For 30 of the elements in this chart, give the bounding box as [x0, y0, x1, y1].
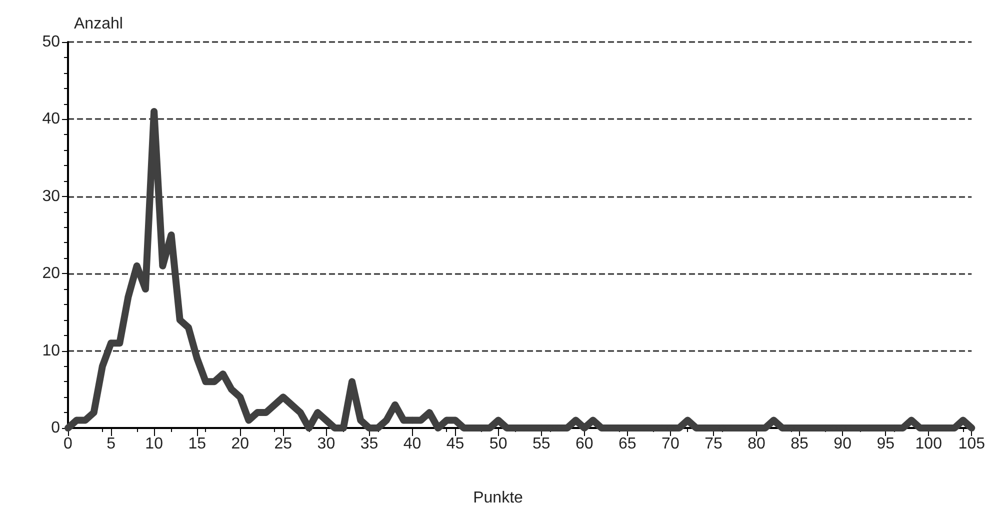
- y-axis-title: Anzahl: [74, 16, 123, 32]
- x-tick-label: 80: [748, 436, 766, 452]
- x-tick-label: 95: [876, 436, 895, 452]
- y-tick-label: 20: [42, 265, 60, 282]
- x-tick-label: 45: [446, 436, 464, 452]
- x-tick-label: 90: [834, 436, 852, 452]
- x-axis-title: Punkte: [473, 490, 524, 506]
- x-tick-label: 85: [790, 436, 809, 452]
- x-tick-label: 65: [618, 436, 636, 452]
- x-tick-label: 50: [489, 436, 508, 452]
- x-tick-label: 25: [274, 436, 292, 452]
- x-tick-label: 10: [145, 436, 164, 452]
- x-tick-label: 35: [360, 436, 378, 452]
- x-tick-label: 30: [317, 436, 336, 452]
- x-tick-label: 40: [403, 436, 422, 452]
- x-tick-label: 5: [106, 436, 116, 452]
- y-tick-label: 0: [51, 420, 60, 436]
- x-tick-label: 15: [188, 436, 206, 452]
- y-tick-label: 50: [42, 34, 60, 50]
- x-tick-label: 75: [704, 436, 722, 452]
- x-tick-label: 55: [532, 436, 550, 452]
- y-tick-label: 40: [42, 110, 60, 128]
- x-tick-label: 105: [958, 436, 986, 452]
- x-tick-label: 100: [915, 436, 942, 452]
- x-tick-label: 70: [662, 436, 680, 452]
- y-tick-label: 10: [42, 342, 60, 360]
- x-tick-label: 60: [575, 436, 594, 452]
- x-tick-label: 20: [231, 436, 250, 452]
- x-tick-label: 0: [64, 436, 73, 452]
- y-tick-label: 30: [42, 188, 60, 205]
